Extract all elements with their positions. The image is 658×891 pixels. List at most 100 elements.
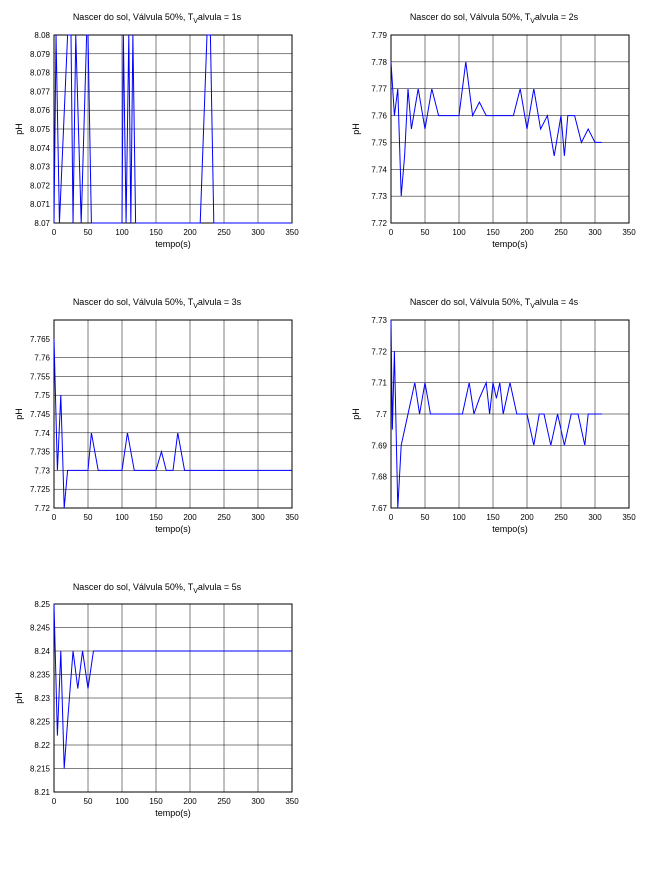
xtick-label: 250: [554, 513, 568, 522]
ytick-label: 8.073: [30, 162, 51, 171]
ytick-label: 8.076: [30, 106, 51, 115]
chart-title: Nascer do sol, Válvula 50%, TValvula = 3…: [12, 297, 302, 310]
ytick-label: 8.245: [30, 624, 51, 633]
title-mid: alvula =: [198, 297, 232, 307]
ytick-label: 7.765: [30, 334, 51, 343]
ytick-label: 7.68: [371, 472, 387, 481]
xtick-label: 150: [149, 513, 163, 522]
chart-svg: 0501001502002503003508.078.0718.0728.073…: [12, 27, 302, 257]
xlabel: tempo(s): [155, 524, 191, 534]
xtick-label: 0: [389, 513, 394, 522]
chart-grid: Nascer do sol, Válvula 50%, TValvula = 1…: [12, 12, 646, 826]
xtick-label: 200: [520, 513, 534, 522]
xtick-label: 350: [622, 228, 636, 237]
ytick-label: 7.72: [371, 347, 387, 356]
ytick-label: 8.215: [30, 765, 51, 774]
xtick-label: 0: [52, 513, 57, 522]
ytick-label: 8.08: [34, 31, 50, 40]
ytick-label: 7.69: [371, 441, 387, 450]
xtick-label: 100: [115, 513, 129, 522]
xtick-label: 150: [149, 797, 163, 806]
chart-title: Nascer do sol, Válvula 50%, TValvula = 5…: [12, 582, 302, 595]
data-line: [54, 338, 292, 507]
title-tval: 5s: [232, 582, 242, 592]
xtick-label: 100: [115, 797, 129, 806]
ytick-label: 7.755: [30, 372, 51, 381]
xtick-label: 250: [217, 797, 231, 806]
ytick-label: 7.74: [34, 428, 50, 437]
ytick-label: 7.72: [34, 504, 50, 513]
xtick-label: 350: [285, 228, 299, 237]
ytick-label: 8.24: [34, 647, 50, 656]
xtick-label: 150: [149, 228, 163, 237]
chart-title: Nascer do sol, Válvula 50%, TValvula = 4…: [349, 297, 639, 310]
title-prefix: Nascer do sol, Válvula 50%, T: [73, 12, 193, 22]
title-tval: 2s: [569, 12, 579, 22]
ytick-label: 8.078: [30, 68, 51, 77]
xtick-label: 300: [251, 797, 265, 806]
ytick-label: 7.76: [371, 111, 387, 120]
xlabel: tempo(s): [492, 239, 528, 249]
ytick-label: 7.745: [30, 410, 51, 419]
ytick-label: 8.074: [30, 144, 51, 153]
ytick-label: 8.225: [30, 718, 51, 727]
chart-svg: 0501001502002503003507.677.687.697.77.71…: [349, 312, 639, 542]
xtick-label: 250: [554, 228, 568, 237]
xtick-label: 300: [251, 228, 265, 237]
title-mid: alvula =: [535, 297, 569, 307]
title-mid: alvula =: [198, 582, 232, 592]
ylabel: pH: [14, 693, 24, 705]
title-prefix: Nascer do sol, Válvula 50%, T: [410, 297, 530, 307]
ytick-label: 8.23: [34, 694, 50, 703]
xtick-label: 200: [183, 228, 197, 237]
ytick-label: 7.725: [30, 485, 51, 494]
ytick-label: 7.73: [371, 316, 387, 325]
xtick-label: 0: [52, 228, 57, 237]
xtick-label: 50: [84, 797, 93, 806]
ytick-label: 7.77: [371, 85, 387, 94]
xtick-label: 50: [421, 513, 430, 522]
xtick-label: 200: [183, 797, 197, 806]
ytick-label: 8.22: [34, 741, 50, 750]
ytick-label: 8.07: [34, 219, 50, 228]
chart-title: Nascer do sol, Válvula 50%, TValvula = 2…: [349, 12, 639, 25]
chart-cell: Nascer do sol, Válvula 50%, TValvula = 2…: [349, 12, 639, 257]
xtick-label: 100: [452, 513, 466, 522]
xtick-label: 50: [84, 228, 93, 237]
ylabel: pH: [14, 408, 24, 420]
ytick-label: 7.76: [34, 353, 50, 362]
ytick-label: 8.25: [34, 600, 50, 609]
ytick-label: 8.077: [30, 87, 51, 96]
ytick-label: 7.79: [371, 31, 387, 40]
xtick-label: 150: [486, 228, 500, 237]
ytick-label: 7.72: [371, 219, 387, 228]
chart-cell: Nascer do sol, Válvula 50%, TValvula = 4…: [349, 297, 639, 542]
xtick-label: 250: [217, 513, 231, 522]
xtick-label: 350: [285, 513, 299, 522]
xtick-label: 100: [115, 228, 129, 237]
xlabel: tempo(s): [155, 239, 191, 249]
xlabel: tempo(s): [155, 808, 191, 818]
ylabel: pH: [351, 123, 361, 135]
xtick-label: 300: [251, 513, 265, 522]
chart-cell: Nascer do sol, Válvula 50%, TValvula = 5…: [12, 582, 302, 827]
xtick-label: 50: [84, 513, 93, 522]
ytick-label: 8.075: [30, 125, 51, 134]
xlabel: tempo(s): [492, 524, 528, 534]
xtick-label: 250: [217, 228, 231, 237]
ytick-label: 8.079: [30, 50, 51, 59]
chart-svg: 0501001502002503003507.727.737.747.757.7…: [349, 27, 639, 257]
ytick-label: 7.74: [371, 165, 387, 174]
xtick-label: 350: [622, 513, 636, 522]
title-prefix: Nascer do sol, Válvula 50%, T: [73, 297, 193, 307]
ytick-label: 7.73: [371, 192, 387, 201]
chart-svg: 0501001502002503003508.218.2158.228.2258…: [12, 596, 302, 826]
title-tval: 3s: [232, 297, 242, 307]
xtick-label: 350: [285, 797, 299, 806]
plot-border: [391, 35, 629, 223]
data-line: [54, 604, 292, 769]
title-prefix: Nascer do sol, Válvula 50%, T: [410, 12, 530, 22]
ytick-label: 7.735: [30, 447, 51, 456]
xtick-label: 300: [588, 513, 602, 522]
ytick-label: 7.75: [371, 138, 387, 147]
